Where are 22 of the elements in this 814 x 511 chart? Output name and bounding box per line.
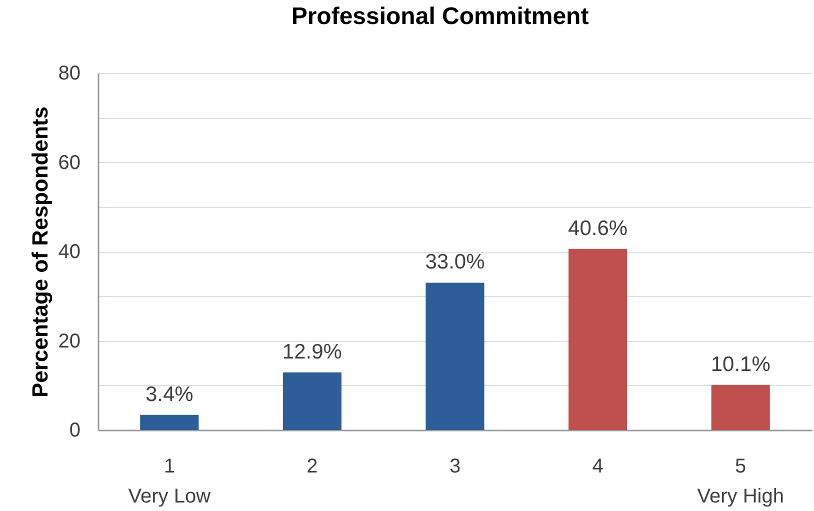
y-tick-label: 80 [58, 62, 80, 84]
data-label: 3.4% [145, 382, 194, 406]
data-label: 33.0% [425, 250, 485, 274]
y-axis-title: Percentage of Respondents [27, 106, 52, 398]
x-tick-label: 2 [306, 456, 318, 478]
x-tick-label: 3 [449, 456, 461, 478]
y-tick-label: 60 [58, 152, 80, 174]
data-label: 12.9% [282, 340, 342, 364]
x-tick-label: 1 Very Low [128, 456, 212, 508]
bar [140, 414, 199, 430]
bar [426, 282, 484, 430]
data-label: 10.1% [710, 352, 770, 376]
bar [711, 384, 770, 430]
bar [568, 248, 628, 430]
chart-title: Professional Commitment [291, 3, 589, 30]
y-tick-label: 20 [58, 330, 80, 352]
x-tick-label: 4 [592, 456, 604, 478]
y-tick-label: 0 [69, 420, 80, 442]
y-tick-label: 40 [58, 241, 80, 263]
x-tick-label: 5 Very High [697, 456, 784, 508]
bar [282, 372, 342, 430]
data-label: 40.6% [568, 216, 628, 240]
